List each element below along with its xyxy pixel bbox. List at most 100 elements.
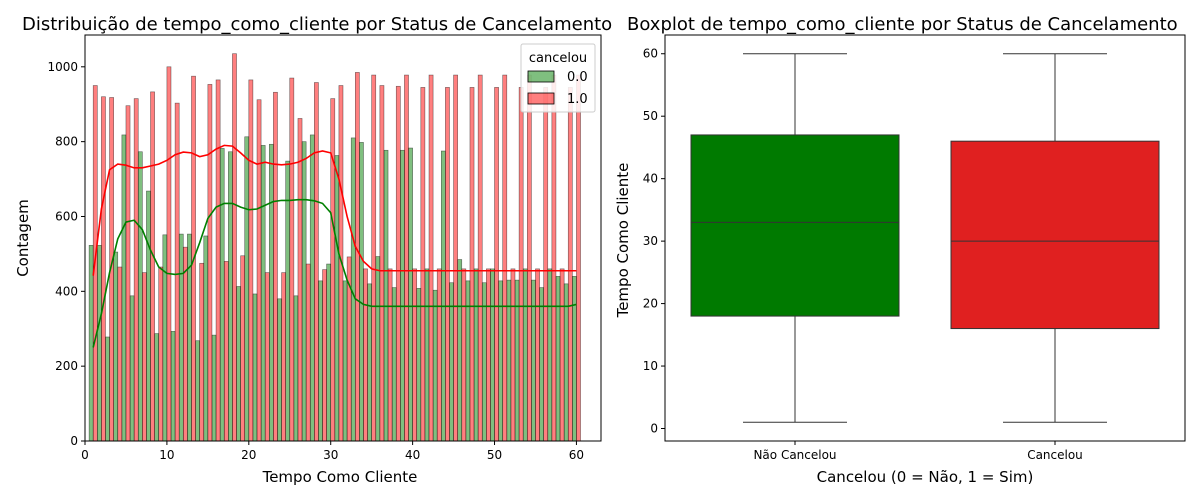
- histogram-bar-series-1-x-58: [559, 268, 565, 442]
- histogram-bar-series-0-x-4: [113, 251, 119, 442]
- histogram-bar-series-1-x-21: [256, 99, 262, 442]
- histogram-bar-series-0-x-16: [211, 334, 217, 442]
- histogram-bar-series-1-x-59: [567, 87, 573, 442]
- histogram-bar-series-1-x-6: [133, 98, 139, 442]
- histogram-bar-series-1-x-52: [510, 268, 516, 442]
- histogram-bar-series-0-x-10: [162, 234, 168, 442]
- histogram-bar-series-1-x-38: [395, 85, 401, 442]
- legend-label-1: 1.0: [567, 92, 588, 107]
- histogram-bar-series-1-x-14: [199, 262, 205, 442]
- histogram-bar-series-1-x-57: [551, 74, 557, 442]
- histogram-bar-series-0-x-34: [359, 142, 364, 442]
- histogram-bar-series-1-x-24: [281, 272, 286, 442]
- histogram-bar-series-1-x-22: [264, 272, 270, 442]
- histogram-bar-series-1-x-60: [576, 74, 581, 442]
- histogram-bar-series-0-x-32: [342, 280, 348, 442]
- histogram-bar-series-0-x-46: [457, 259, 463, 442]
- boxplot-x-axis-label: Cancelou (0 = Não, 1 = Sim): [817, 468, 1034, 486]
- histogram-bar-series-0-x-59: [563, 283, 569, 442]
- histogram-bar-series-0-x-27: [301, 141, 307, 442]
- boxplot-x-tick-label-cancelou: Cancelou: [1027, 448, 1083, 462]
- histogram-bar-series-0-x-28: [309, 134, 315, 442]
- histogram-bar-series-1-x-50: [494, 87, 499, 442]
- histogram-chart: 0 10 20 30 40 50 60 0 200 400 600 800 1000 Tempo Co…: [14, 14, 612, 486]
- boxplot-chart: Não Cancelou Cancelou 0 10 20 30 40 50 60 Cance…: [614, 14, 1186, 486]
- boxplot-y-tick-label-0: 0: [650, 422, 658, 436]
- histogram-bar-series-1-x-55: [535, 268, 540, 442]
- boxplot-y-tick-label-20: 20: [643, 297, 658, 311]
- histogram-x-ticks: 0 10 20 30 40 50 60: [81, 441, 584, 462]
- histogram-y-axis-label: Contagem: [14, 199, 32, 277]
- histogram-bar-series-1-x-39: [404, 74, 409, 442]
- histogram-bar-series-0-x-56: [539, 287, 544, 442]
- histogram-y-tick-label-600: 600: [55, 209, 78, 223]
- histogram-bar-series-0-x-57: [547, 268, 553, 442]
- legend-swatch-1: [527, 92, 555, 105]
- histogram-x-tick-label-40: 40: [405, 448, 420, 462]
- histogram-bar-series-0-x-3: [105, 336, 110, 442]
- histogram-bar-series-1-x-5: [125, 105, 131, 442]
- histogram-bar-series-0-x-14: [195, 340, 200, 442]
- histogram-y-tick-label-800: 800: [55, 135, 78, 149]
- histogram-bar-series-1-x-17: [223, 261, 229, 442]
- histogram-bar-series-0-x-8: [146, 190, 151, 442]
- legend-swatch-0: [527, 70, 555, 83]
- boxplot-y-tick-label-60: 60: [643, 47, 658, 61]
- histogram-bar-series-0-x-5: [121, 134, 127, 442]
- histogram-y-tick-label-0: 0: [70, 434, 78, 448]
- histogram-bar-series-1-x-8: [150, 91, 155, 442]
- histogram-bar-series-1-x-28: [314, 82, 319, 442]
- histogram-bar-series-0-x-58: [555, 276, 561, 442]
- histogram-bar-series-0-x-25: [285, 160, 291, 442]
- histogram-bar-series-0-x-40: [408, 147, 413, 442]
- boxplot-y-ticks: 0 10 20 30 40 50 60: [643, 47, 665, 436]
- histogram-y-ticks: 0 200 400 600 800 1000: [47, 60, 85, 448]
- histogram-bar-series-0-x-7: [137, 151, 143, 442]
- legend-title: cancelou: [529, 51, 587, 66]
- histogram-bar-series-1-x-53: [518, 87, 524, 442]
- histogram-bar-series-0-x-47: [465, 280, 471, 442]
- boxplot-y-tick-label-30: 30: [643, 234, 658, 248]
- histogram-bar-series-0-x-26: [293, 295, 299, 442]
- histogram-bar-series-0-x-36: [375, 256, 381, 442]
- boxplot-boxes: [690, 53, 1160, 423]
- histogram-bar-series-0-x-43: [432, 289, 438, 442]
- boxplot-x-tick-label-n-o-cancelou: Não Cancelou: [753, 448, 836, 462]
- histogram-bar-series-1-x-37: [387, 268, 393, 442]
- histogram-bar-series-0-x-60: [572, 276, 577, 442]
- boxplot-y-axis-label: Tempo Como Cliente: [614, 163, 632, 319]
- histogram-bar-series-0-x-11: [170, 331, 176, 442]
- histogram-y-tick-label-1000: 1000: [47, 60, 78, 74]
- histogram-bar-series-0-x-39: [400, 149, 405, 442]
- histogram-bar-series-0-x-35: [367, 283, 372, 442]
- boxplot-x-ticks: Não Cancelou Cancelou: [753, 441, 1083, 462]
- histogram-bar-series-1-x-33: [354, 72, 360, 442]
- histogram-bar-series-0-x-9: [154, 333, 160, 442]
- histogram-bars: [88, 53, 581, 442]
- boxplot-y-tick-label-50: 50: [643, 109, 658, 123]
- histogram-bar-series-0-x-6: [129, 295, 135, 442]
- histogram-bar-series-0-x-17: [219, 148, 225, 442]
- histogram-bar-series-0-x-31: [334, 155, 340, 442]
- histogram-bar-series-1-x-26: [297, 118, 303, 442]
- boxplot-axes-frame: [664, 34, 1186, 442]
- histogram-x-tick-label-20: 20: [241, 448, 256, 462]
- histogram-bar-series-1-x-48: [477, 74, 483, 442]
- histogram-bar-series-0-x-15: [203, 235, 209, 442]
- histogram-bar-series-0-x-19: [236, 286, 241, 442]
- histogram-bar-series-0-x-12: [178, 233, 184, 442]
- legend-label-0: 0.0: [567, 70, 588, 85]
- box-n-o-cancelou: [690, 134, 900, 317]
- histogram-x-tick-label-30: 30: [323, 448, 338, 462]
- histogram-y-tick-label-400: 400: [55, 284, 78, 298]
- histogram-bar-series-0-x-54: [522, 268, 528, 442]
- histogram-x-tick-label-60: 60: [569, 448, 584, 462]
- histogram-bar-series-0-x-20: [244, 136, 250, 442]
- histogram-bar-series-0-x-55: [531, 279, 536, 442]
- histogram-bar-series-1-x-36: [379, 85, 385, 442]
- box-cancelou: [950, 140, 1160, 330]
- histogram-bar-series-0-x-50: [490, 268, 495, 442]
- histogram-bar-series-1-x-35: [371, 74, 377, 442]
- histogram-bar-series-1-x-49: [486, 268, 491, 442]
